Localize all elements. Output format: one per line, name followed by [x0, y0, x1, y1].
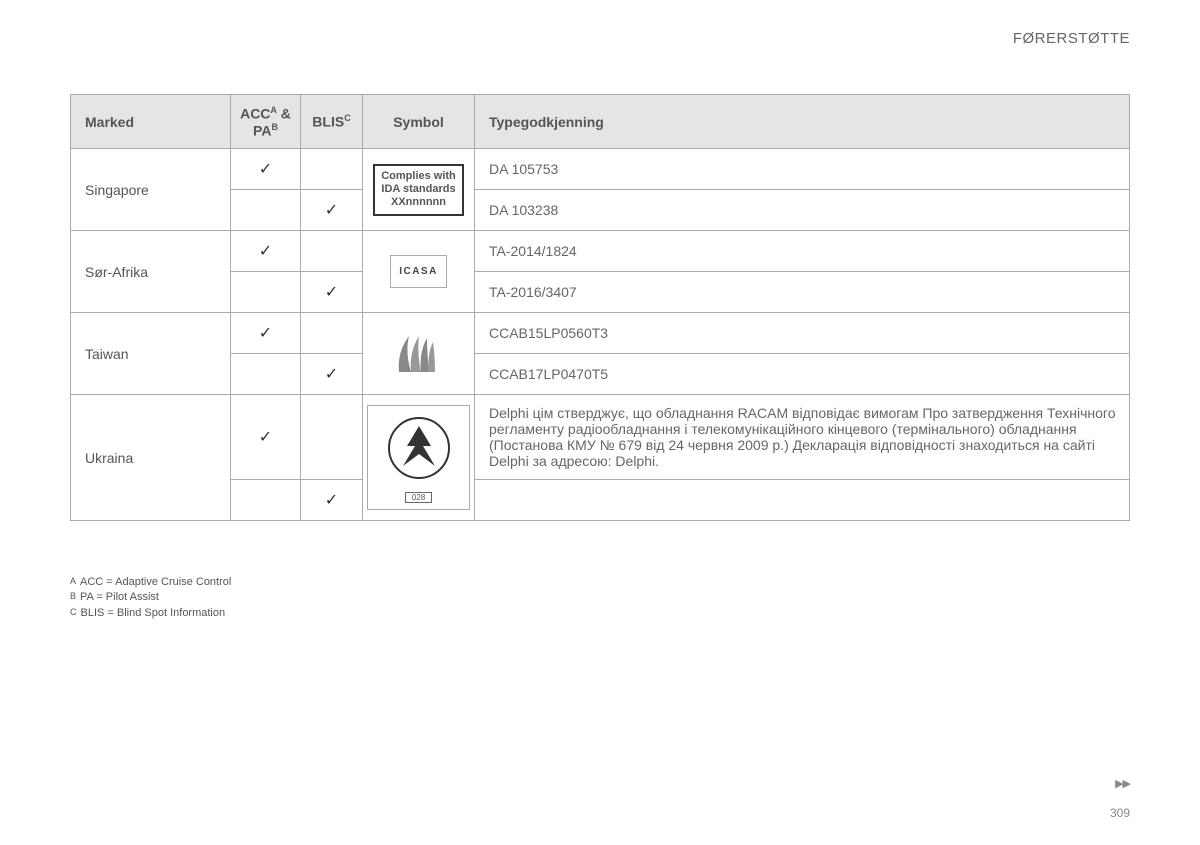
table-row: Singapore ✓ Complies with IDA standards … [71, 149, 1130, 190]
country-cell: Ukraina [71, 395, 231, 521]
type-cell: CCAB17LP0470T5 [475, 354, 1130, 395]
check-cell: ✓ [301, 190, 363, 231]
header-marked: Marked [71, 95, 231, 149]
approval-table: Marked ACCA & PAB BLISC Symbol Typegodkj… [70, 94, 1130, 521]
ukraine-symbol: 028 [367, 405, 470, 510]
check-cell: ✓ [231, 149, 301, 190]
table-header-row: Marked ACCA & PAB BLISC Symbol Typegodkj… [71, 95, 1130, 149]
header-symbol: Symbol [363, 95, 475, 149]
header-type: Typegodkjenning [475, 95, 1130, 149]
check-cell: ✓ [301, 272, 363, 313]
check-cell: ✓ [301, 480, 363, 521]
ida-symbol: Complies with IDA standards XXnnnnnn [373, 164, 464, 216]
symbol-cell: ICASA [363, 231, 475, 313]
header-blis: BLISC [301, 95, 363, 149]
footnote-c: CBLIS = Blind Spot Information [70, 606, 231, 621]
footnotes: AACC = Adaptive Cruise Control BPA = Pil… [70, 575, 231, 621]
type-cell: CCAB15LP0560T3 [475, 313, 1130, 354]
symbol-cell: 028 [363, 395, 475, 521]
header-acc-pa: ACCA & PAB [231, 95, 301, 149]
type-cell: TA-2014/1824 [475, 231, 1130, 272]
type-cell [475, 480, 1130, 521]
check-cell: ✓ [231, 231, 301, 272]
table-row: Sør-Afrika ✓ ICASA TA-2014/1824 [71, 231, 1130, 272]
table-row: Ukraina ✓ 028 Delphi цім стверджує, що о… [71, 395, 1130, 480]
symbol-cell: Complies with IDA standards XXnnnnnn [363, 149, 475, 231]
check-cell [301, 313, 363, 354]
icasa-symbol: ICASA [390, 255, 447, 288]
page-number: 309 [1110, 806, 1130, 820]
check-cell: ✓ [301, 354, 363, 395]
next-page-icon: ▶▶ [1115, 777, 1130, 790]
country-cell: Sør-Afrika [71, 231, 231, 313]
check-cell [231, 272, 301, 313]
check-cell [231, 480, 301, 521]
footnote-b: BPA = Pilot Assist [70, 590, 231, 605]
check-cell [301, 231, 363, 272]
type-cell: TA-2016/3407 [475, 272, 1130, 313]
check-cell [231, 190, 301, 231]
footnote-a: AACC = Adaptive Cruise Control [70, 575, 231, 590]
check-cell: ✓ [231, 395, 301, 480]
type-cell: DA 103238 [475, 190, 1130, 231]
check-cell [301, 149, 363, 190]
country-cell: Taiwan [71, 313, 231, 395]
type-cell: Delphi цім стверджує, що обладнання RACA… [475, 395, 1130, 480]
type-cell: DA 105753 [475, 149, 1130, 190]
check-cell [231, 354, 301, 395]
table-row: Taiwan ✓ CCAB15LP0560T3 [71, 313, 1130, 354]
symbol-cell [363, 313, 475, 395]
check-cell [301, 395, 363, 480]
country-cell: Singapore [71, 149, 231, 231]
section-header: FØRERSTØTTE [1013, 30, 1130, 47]
check-cell: ✓ [231, 313, 301, 354]
taiwan-symbol [395, 328, 443, 376]
